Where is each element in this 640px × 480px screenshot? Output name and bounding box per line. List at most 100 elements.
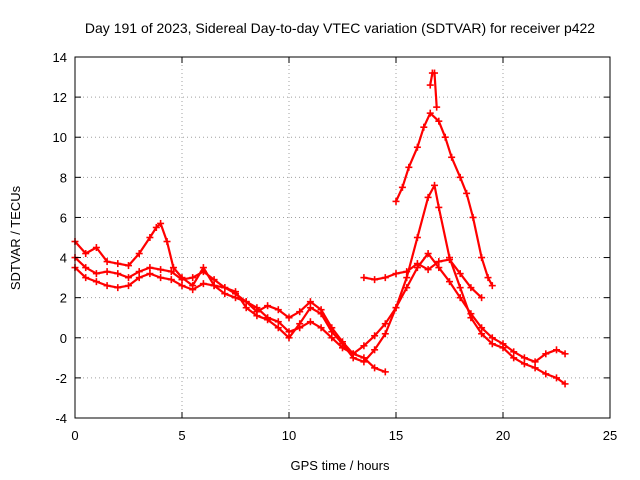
y-tick-label: 4 bbox=[60, 251, 67, 266]
data-point-marker bbox=[542, 370, 550, 378]
data-point-marker bbox=[114, 270, 122, 278]
data-point-marker bbox=[296, 320, 304, 328]
y-tick-label: -2 bbox=[55, 371, 67, 386]
data-point-marker bbox=[431, 181, 439, 189]
data-point-marker bbox=[413, 143, 421, 151]
data-point-marker bbox=[424, 266, 432, 274]
data-point-marker bbox=[210, 276, 218, 284]
data-point-marker bbox=[274, 324, 282, 332]
data-point-marker bbox=[296, 308, 304, 316]
data-point-marker bbox=[92, 244, 100, 252]
y-tick-label: -4 bbox=[55, 411, 67, 426]
data-point-marker bbox=[381, 330, 389, 338]
data-point-marker bbox=[210, 282, 218, 290]
data-point-marker bbox=[488, 334, 496, 342]
data-point-marker bbox=[135, 274, 143, 282]
data-point-marker bbox=[242, 304, 250, 312]
series-layer bbox=[71, 69, 569, 388]
data-point-marker bbox=[456, 173, 464, 181]
series-spike bbox=[426, 69, 441, 111]
data-point-marker bbox=[135, 250, 143, 258]
data-point-marker bbox=[103, 258, 111, 266]
y-axis-label: SDTVAR / TECUs bbox=[8, 185, 23, 290]
data-point-marker bbox=[488, 340, 496, 348]
data-point-marker bbox=[152, 223, 160, 231]
data-point-marker bbox=[285, 334, 293, 342]
data-point-marker bbox=[349, 354, 357, 362]
data-point-marker bbox=[125, 282, 132, 290]
x-tick-label: 5 bbox=[178, 428, 185, 443]
y-tick-label: 6 bbox=[60, 210, 67, 225]
series-track-a bbox=[71, 219, 389, 376]
data-point-marker bbox=[561, 350, 569, 358]
series-line bbox=[74, 222, 386, 373]
series-track-b bbox=[71, 250, 569, 366]
data-point-marker bbox=[403, 274, 411, 282]
data-point-marker bbox=[189, 286, 197, 294]
data-point-marker bbox=[520, 360, 528, 368]
data-point-marker bbox=[169, 264, 177, 272]
data-point-marker bbox=[157, 274, 165, 282]
data-point-marker bbox=[103, 282, 111, 290]
data-point-marker bbox=[264, 316, 272, 324]
data-point-marker bbox=[456, 294, 464, 302]
data-point-marker bbox=[467, 314, 475, 322]
data-point-marker bbox=[371, 364, 379, 372]
data-point-marker bbox=[253, 312, 261, 320]
data-point-marker bbox=[189, 274, 197, 282]
data-point-marker bbox=[542, 350, 550, 358]
data-point-marker bbox=[125, 262, 132, 270]
data-point-marker bbox=[328, 328, 336, 336]
data-point-marker bbox=[405, 163, 413, 171]
data-point-marker bbox=[456, 270, 464, 278]
data-point-marker bbox=[285, 328, 293, 336]
data-point-marker bbox=[413, 234, 421, 241]
data-point-marker bbox=[446, 278, 453, 286]
data-point-marker bbox=[328, 334, 336, 342]
data-point-marker bbox=[403, 268, 411, 276]
y-tick-label: 12 bbox=[53, 90, 67, 105]
data-point-marker bbox=[431, 69, 439, 77]
data-point-marker bbox=[441, 133, 449, 141]
data-point-marker bbox=[435, 264, 443, 272]
data-point-marker bbox=[125, 274, 132, 282]
data-point-marker bbox=[114, 260, 122, 268]
x-axis-label: GPS time / hours bbox=[291, 458, 390, 473]
data-point-marker bbox=[146, 264, 154, 272]
data-point-marker bbox=[306, 318, 314, 326]
data-point-marker bbox=[242, 298, 250, 306]
data-point-marker bbox=[446, 256, 453, 264]
data-point-marker bbox=[435, 203, 443, 211]
data-point-marker bbox=[360, 358, 368, 366]
data-point-marker bbox=[478, 324, 486, 332]
tick-layer: 0 5 10 15 20 25 -4 -2 0 2 4 6 8 10 12 14 bbox=[53, 50, 618, 443]
data-point-marker bbox=[413, 260, 421, 268]
data-point-marker bbox=[103, 268, 111, 276]
data-point-marker bbox=[467, 284, 475, 292]
data-point-marker bbox=[531, 364, 539, 372]
data-point-marker bbox=[392, 197, 400, 205]
data-point-marker bbox=[146, 234, 154, 241]
data-point-marker bbox=[469, 213, 477, 221]
data-point-marker bbox=[371, 346, 379, 354]
data-point-marker bbox=[392, 304, 400, 312]
series-track-c bbox=[71, 181, 569, 388]
data-point-marker bbox=[424, 193, 432, 201]
data-point-marker bbox=[371, 332, 379, 340]
data-point-marker bbox=[484, 274, 492, 282]
plot-frame bbox=[74, 56, 611, 419]
data-point-marker bbox=[435, 258, 443, 266]
data-point-marker bbox=[157, 266, 165, 274]
data-point-marker bbox=[253, 304, 261, 312]
data-point-marker bbox=[339, 340, 346, 348]
y-tick-label: 0 bbox=[60, 331, 67, 346]
data-point-marker bbox=[82, 274, 90, 282]
data-point-marker bbox=[306, 298, 314, 306]
data-point-marker bbox=[478, 254, 486, 262]
data-point-marker bbox=[403, 284, 411, 292]
y-tick-label: 14 bbox=[53, 50, 67, 65]
data-point-marker bbox=[381, 320, 389, 328]
data-point-marker bbox=[426, 81, 434, 89]
